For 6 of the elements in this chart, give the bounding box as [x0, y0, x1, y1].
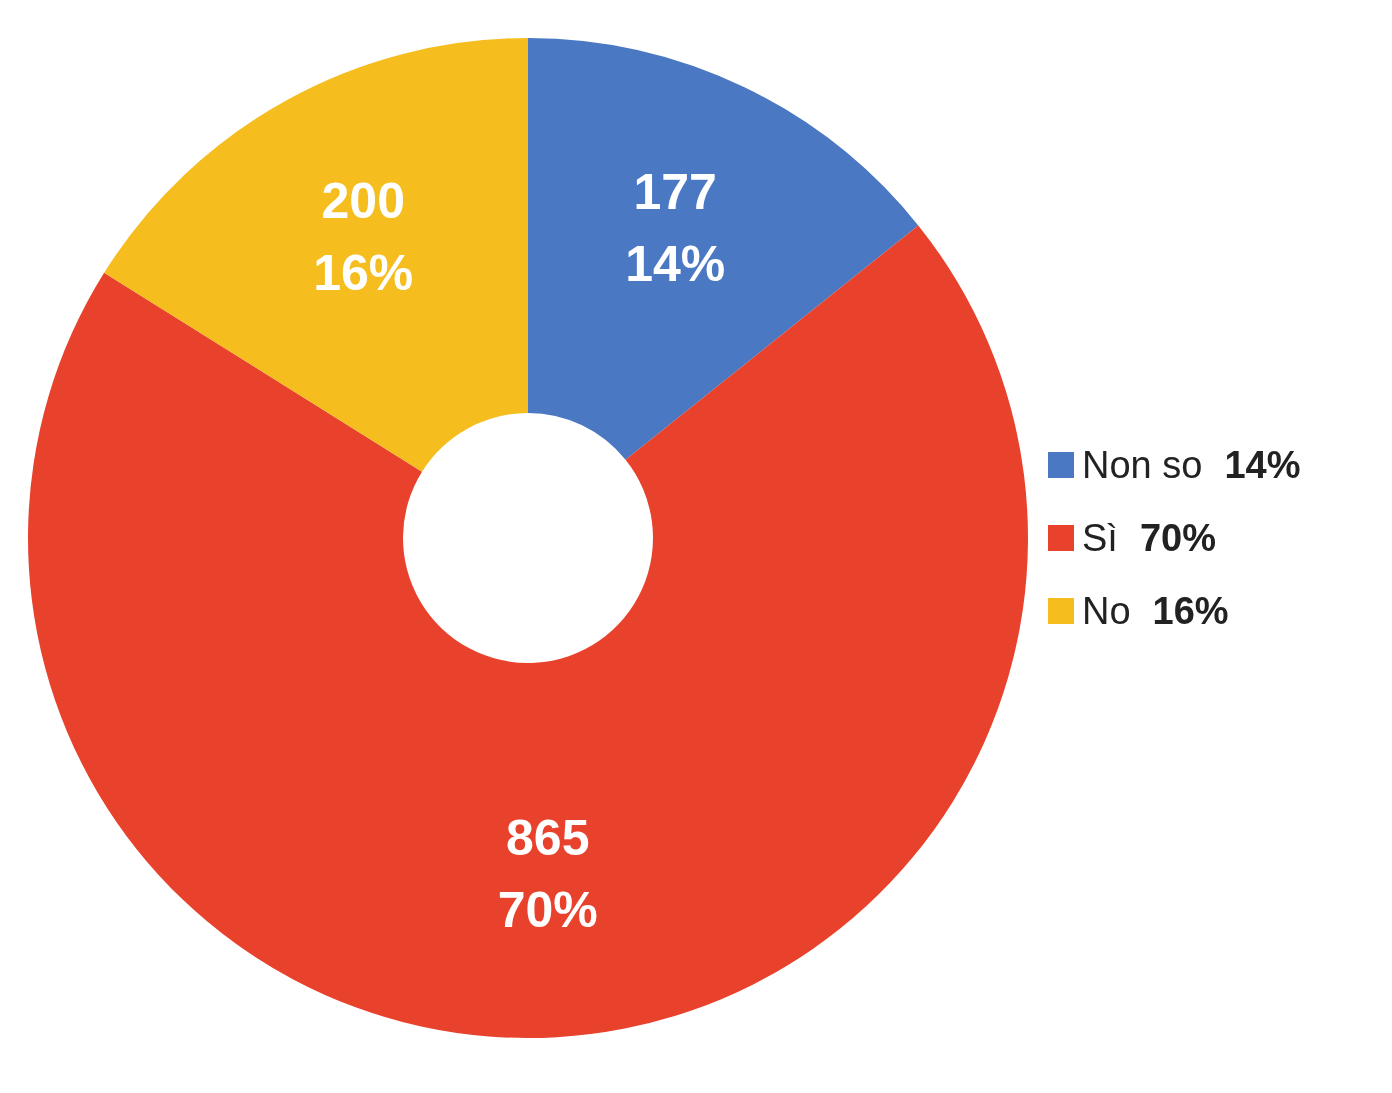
- legend-label: No 16%: [1082, 589, 1229, 633]
- data-label: 865 70%: [497, 810, 598, 939]
- data-label: 200 16%: [313, 173, 414, 302]
- legend-label: Non so 14%: [1082, 443, 1301, 487]
- legend-label: Sì 70%: [1082, 516, 1216, 560]
- data-label: 177 14%: [625, 164, 726, 293]
